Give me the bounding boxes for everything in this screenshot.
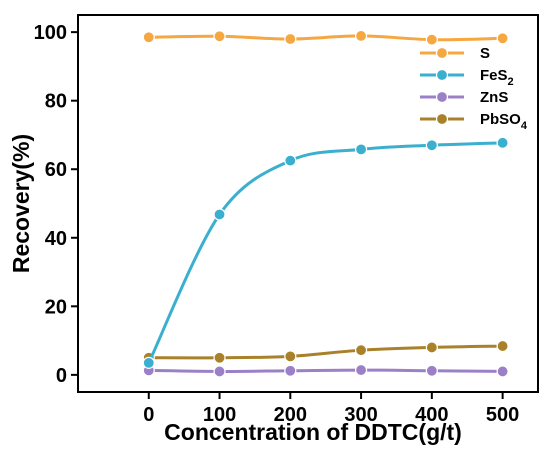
series-line-2 bbox=[148, 368, 503, 373]
y-tick-label: 0 bbox=[56, 365, 67, 387]
data-point bbox=[284, 350, 297, 363]
data-point bbox=[284, 154, 297, 167]
data-point bbox=[354, 363, 368, 377]
plot-frame bbox=[77, 14, 539, 393]
data-point bbox=[496, 339, 509, 353]
data-point bbox=[284, 364, 297, 377]
legend-marker bbox=[435, 68, 449, 82]
data-point bbox=[213, 351, 226, 364]
data-point bbox=[213, 365, 226, 378]
legend-marker bbox=[435, 90, 449, 104]
data-point bbox=[354, 29, 368, 43]
y-tick-label: 60 bbox=[45, 159, 67, 181]
plot-area: 0 100 200 300 400 500 0 20 40 60 80 100 bbox=[34, 14, 539, 426]
legend-label: PbSO4 bbox=[480, 111, 528, 132]
data-point bbox=[425, 341, 438, 354]
y-tick-label: 80 bbox=[45, 91, 67, 113]
x-axis-title: Concentration of DDTC(g/t) bbox=[164, 419, 462, 445]
legend-label: ZnS bbox=[480, 89, 508, 106]
series-line-0 bbox=[148, 34, 503, 42]
series-line-1 bbox=[147, 141, 503, 364]
legend-label: S bbox=[480, 45, 490, 62]
data-point bbox=[425, 364, 438, 377]
data-point bbox=[284, 32, 297, 46]
y-tick-label: 20 bbox=[45, 296, 67, 318]
data-point bbox=[496, 136, 509, 149]
data-point bbox=[213, 30, 226, 43]
legend-label: FeS2 bbox=[480, 67, 514, 88]
x-tick-label: 200 bbox=[274, 404, 307, 426]
data-point bbox=[425, 139, 438, 152]
data-point bbox=[354, 143, 368, 156]
series-line-3 bbox=[148, 344, 503, 360]
x-tick-label: 400 bbox=[415, 404, 448, 426]
x-tick-label: 300 bbox=[344, 404, 377, 426]
y-tick-label: 40 bbox=[45, 228, 67, 250]
data-point bbox=[496, 365, 509, 378]
legend-marker bbox=[435, 46, 449, 60]
y-tick-label: 100 bbox=[34, 22, 67, 44]
data-point bbox=[496, 32, 509, 45]
x-tick-label: 100 bbox=[203, 404, 236, 426]
data-point bbox=[425, 33, 438, 46]
x-tick-label: 500 bbox=[486, 404, 519, 426]
legend-marker bbox=[435, 112, 449, 126]
data-point bbox=[142, 31, 155, 44]
data-point bbox=[142, 356, 155, 369]
data-point bbox=[213, 208, 226, 221]
data-point bbox=[354, 344, 368, 357]
x-tick-label: 0 bbox=[143, 404, 154, 426]
y-axis-title: Recovery(%) bbox=[8, 134, 34, 273]
